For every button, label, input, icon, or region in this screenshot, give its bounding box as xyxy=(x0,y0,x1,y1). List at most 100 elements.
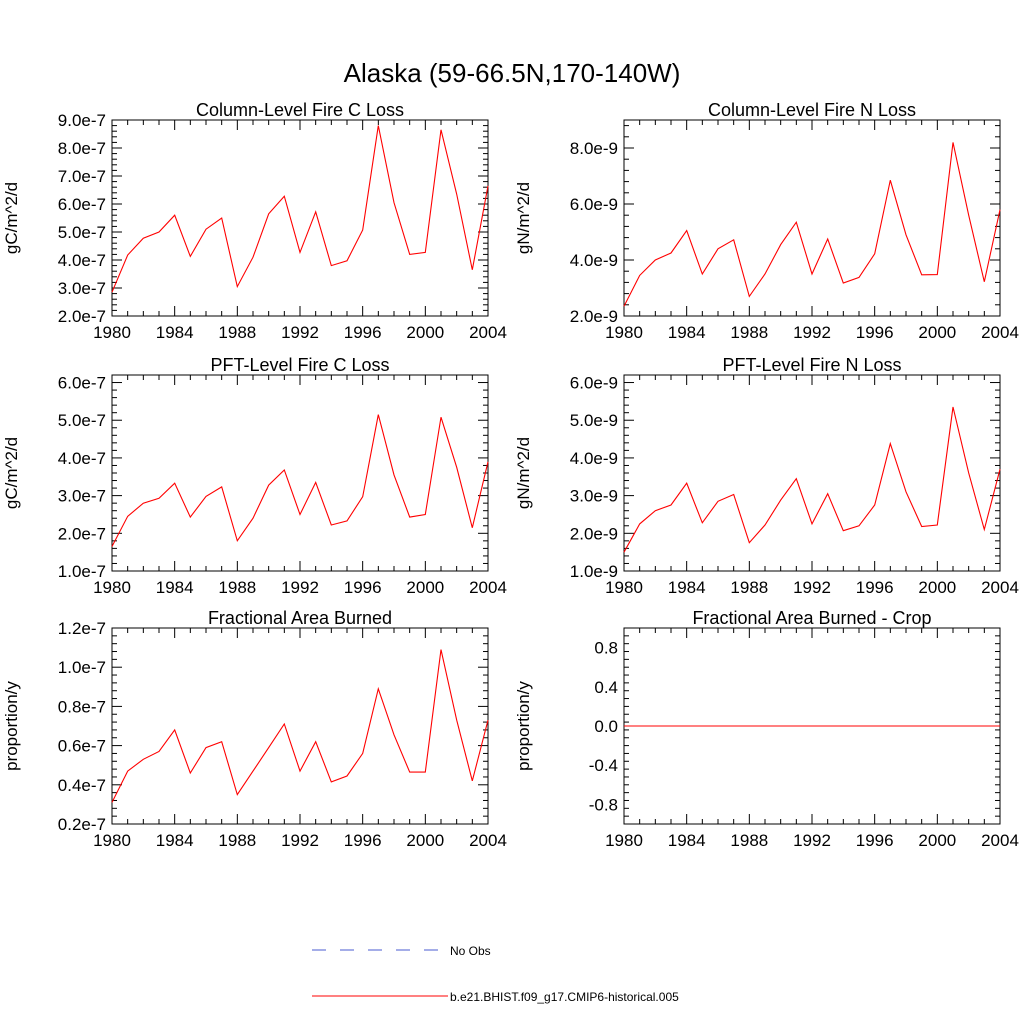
y-tick-label: 0.6e-7 xyxy=(58,737,106,756)
chart-panel-1: Column-Level Fire C Loss gC/m^2/d 1980 1984… xyxy=(2,100,507,342)
y-tick-label: 1.0e-9 xyxy=(570,562,618,581)
x-tick-label: 2004 xyxy=(469,578,507,597)
y-tick-label: 3.0e-7 xyxy=(58,279,106,298)
y-tick-label: 6.0e-7 xyxy=(58,374,106,393)
y-tick-label: 4.0e-9 xyxy=(570,449,618,468)
x-tick-label: 1996 xyxy=(344,578,382,597)
y-tick-label: -0.8 xyxy=(589,795,618,814)
y-tick-label: 6.0e-7 xyxy=(58,195,106,214)
plot-frame xyxy=(111,119,489,317)
x-tick-label: 1980 xyxy=(93,323,131,342)
y-tick-label: 4.0e-7 xyxy=(58,251,106,270)
panel-title: Fractional Area Burned xyxy=(208,608,392,628)
legend-model-label: b.e21.BHIST.f09_g17.CMIP6-historical.005 xyxy=(450,990,679,1004)
panel-title: Fractional Area Burned - Crop xyxy=(692,608,931,628)
x-tick-label: 1988 xyxy=(218,578,256,597)
panel-title: PFT-Level Fire N Loss xyxy=(722,355,901,375)
y-axis-label: gC/m^2/d xyxy=(2,437,21,509)
x-tick-label: 1980 xyxy=(93,831,131,850)
y-tick-label: 7.0e-7 xyxy=(58,167,106,186)
x-tick-label: 2000 xyxy=(406,323,444,342)
x-tick-label: 1996 xyxy=(344,323,382,342)
x-tick-label: 1988 xyxy=(730,323,768,342)
x-tick-label: 1992 xyxy=(281,323,319,342)
series-line xyxy=(623,406,1001,553)
y-tick-label: 1.0e-7 xyxy=(58,658,106,677)
y-tick-label: 0.8e-7 xyxy=(58,697,106,716)
x-tick-label: 1988 xyxy=(218,323,256,342)
x-tick-label: 1992 xyxy=(793,578,831,597)
chart-panel-4: PFT-Level Fire N Loss gN/m^2/d 1980 1984 198… xyxy=(514,355,1019,597)
x-tick-label: 1980 xyxy=(93,578,131,597)
y-tick-label: 8.0e-9 xyxy=(570,139,618,158)
y-tick-label: 2.0e-7 xyxy=(58,524,106,543)
series-line xyxy=(111,649,489,803)
x-tick-label: 1984 xyxy=(668,831,706,850)
legend-no-obs-label: No Obs xyxy=(450,944,491,958)
series-line xyxy=(111,414,489,547)
y-tick-label: 0.4e-7 xyxy=(58,776,106,795)
y-tick-label: 0.2e-7 xyxy=(58,815,106,834)
x-tick-label: 1988 xyxy=(730,831,768,850)
x-tick-label: 1992 xyxy=(793,831,831,850)
x-tick-label: 2000 xyxy=(918,578,956,597)
y-tick-label: 5.0e-9 xyxy=(570,411,618,430)
y-tick-label: 4.0e-7 xyxy=(58,449,106,468)
y-tick-label: 3.0e-9 xyxy=(570,487,618,506)
y-tick-label: 0.0 xyxy=(594,717,618,736)
x-tick-label: 1996 xyxy=(856,578,894,597)
y-tick-label: 0.4 xyxy=(594,678,618,697)
x-tick-label: 2004 xyxy=(981,831,1019,850)
y-axis-label: gN/m^2/d xyxy=(514,182,533,254)
x-tick-label: 1996 xyxy=(344,831,382,850)
chart-panel-2: Column-Level Fire N Loss gN/m^2/d 1980 1984… xyxy=(514,100,1019,342)
x-tick-label: 1996 xyxy=(856,323,894,342)
chart-panel-6: Fractional Area Burned - Crop proportion/… xyxy=(514,608,1019,850)
y-tick-label: 3.0e-7 xyxy=(58,487,106,506)
x-tick-label: 2004 xyxy=(469,323,507,342)
x-tick-label: 1992 xyxy=(281,831,319,850)
x-tick-label: 2000 xyxy=(406,578,444,597)
x-tick-label: 1980 xyxy=(605,323,643,342)
x-tick-label: 2004 xyxy=(469,831,507,850)
panel-title: PFT-Level Fire C Loss xyxy=(210,355,389,375)
y-axis-label: gN/m^2/d xyxy=(514,437,533,509)
y-tick-label: 2.0e-7 xyxy=(58,307,106,326)
y-tick-label: -0.4 xyxy=(589,756,618,775)
y-tick-label: 4.0e-9 xyxy=(570,251,618,270)
panel-title: Column-Level Fire N Loss xyxy=(708,100,916,120)
x-tick-label: 1992 xyxy=(793,323,831,342)
panel-title: Column-Level Fire C Loss xyxy=(196,100,404,120)
x-tick-label: 2000 xyxy=(918,323,956,342)
series-line xyxy=(111,125,489,293)
x-tick-label: 1984 xyxy=(156,831,194,850)
x-tick-label: 1980 xyxy=(605,831,643,850)
y-axis-label: proportion/y xyxy=(2,681,21,771)
y-tick-label: 5.0e-7 xyxy=(58,223,106,242)
page-title: Alaska (59-66.5N,170-140W) xyxy=(344,58,681,88)
y-tick-label: 9.0e-7 xyxy=(58,111,106,130)
y-tick-label: 1.0e-7 xyxy=(58,562,106,581)
plot-frame xyxy=(623,374,1001,572)
y-tick-label: 2.0e-9 xyxy=(570,307,618,326)
x-tick-label: 1992 xyxy=(281,578,319,597)
x-tick-label: 1984 xyxy=(668,578,706,597)
chart-panels: Column-Level Fire C Loss gC/m^2/d 1980 1984… xyxy=(2,100,1019,850)
x-tick-label: 2000 xyxy=(918,831,956,850)
y-tick-label: 0.8 xyxy=(594,639,618,658)
y-tick-label: 5.0e-7 xyxy=(58,411,106,430)
y-tick-label: 1.2e-7 xyxy=(58,619,106,638)
y-tick-label: 6.0e-9 xyxy=(570,374,618,393)
y-axis-label: proportion/y xyxy=(514,681,533,771)
x-tick-label: 1980 xyxy=(605,578,643,597)
x-tick-label: 1984 xyxy=(156,323,194,342)
chart-panel-5: Fractional Area Burned proportion/y 1980 19… xyxy=(2,608,507,850)
x-tick-label: 2004 xyxy=(981,323,1019,342)
y-tick-label: 6.0e-9 xyxy=(570,195,618,214)
x-tick-label: 1988 xyxy=(218,831,256,850)
x-tick-label: 2000 xyxy=(406,831,444,850)
x-tick-label: 1984 xyxy=(156,578,194,597)
y-tick-label: 2.0e-9 xyxy=(570,524,618,543)
x-tick-label: 1996 xyxy=(856,831,894,850)
